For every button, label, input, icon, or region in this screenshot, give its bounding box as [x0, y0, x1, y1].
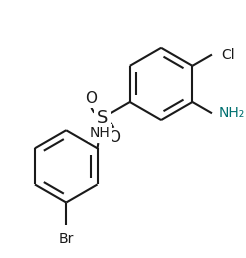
Text: O: O	[108, 130, 120, 145]
Text: NH: NH	[90, 126, 110, 140]
Text: Cl: Cl	[221, 47, 235, 62]
Text: Br: Br	[59, 232, 74, 246]
Text: S: S	[97, 109, 108, 127]
Text: O: O	[85, 91, 97, 106]
Text: NH₂: NH₂	[219, 106, 245, 120]
